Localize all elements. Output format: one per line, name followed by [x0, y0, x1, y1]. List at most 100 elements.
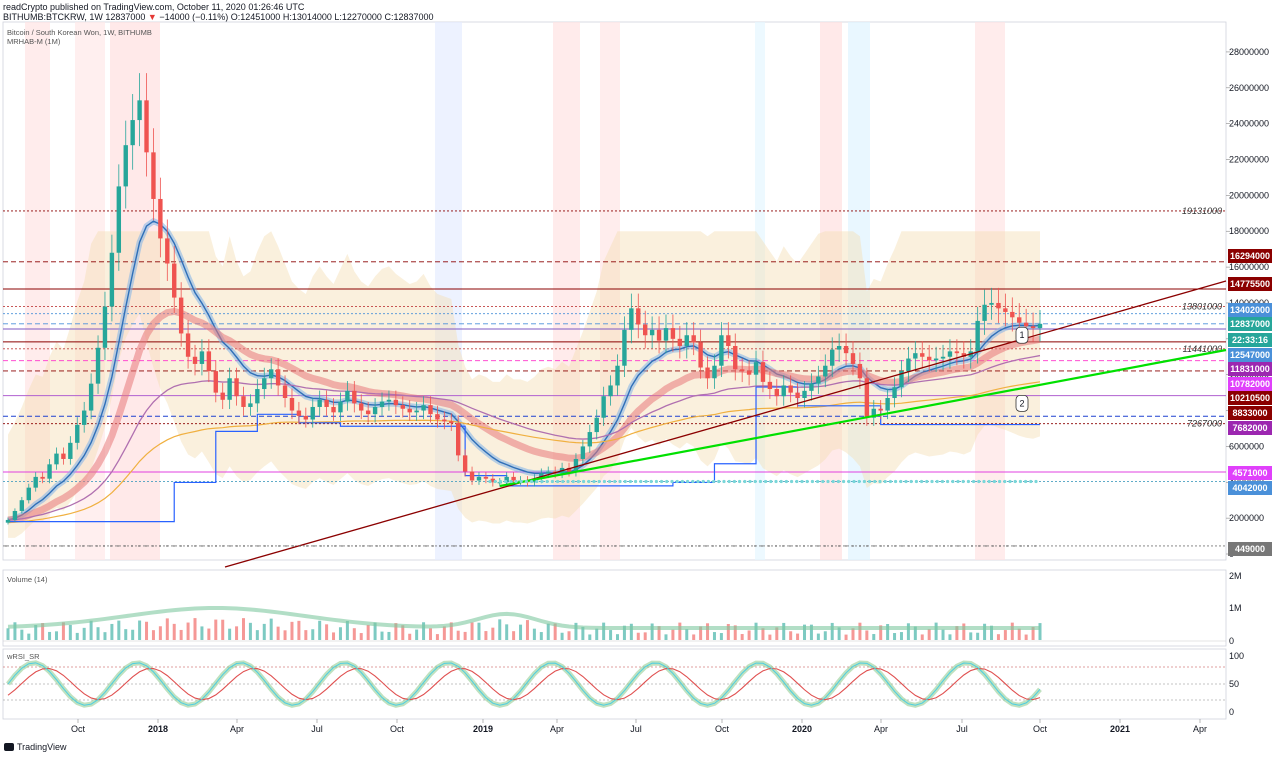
volume-bar: [886, 624, 890, 640]
candle-body: [165, 238, 170, 264]
candle-body: [435, 414, 440, 420]
bottom-dot: [47, 545, 49, 547]
candle-body: [795, 392, 800, 398]
support-dot: [732, 479, 737, 484]
candle-body: [151, 152, 156, 199]
price-badge-label: 7682000: [1232, 423, 1267, 433]
bottom-dot: [12, 545, 14, 547]
x-tick-label: Jul: [956, 724, 968, 734]
volume-bar: [796, 633, 800, 640]
volume-bar: [588, 634, 592, 640]
support-dot: [784, 479, 789, 484]
candle-body: [303, 415, 309, 420]
bottom-dot: [957, 545, 959, 547]
volume-bar: [262, 623, 266, 640]
volume-bar: [442, 626, 446, 640]
volume-bar: [733, 625, 737, 640]
volume-bar: [927, 629, 931, 640]
support-dot: [524, 479, 529, 484]
level-label: 7267000: [1187, 419, 1222, 429]
volume-bar: [789, 631, 793, 640]
level-label: 19131000: [1182, 206, 1222, 216]
price-badge-label: 10210500: [1230, 393, 1270, 403]
candle-body: [878, 408, 883, 411]
volume-bar: [89, 620, 93, 640]
candle-body: [19, 500, 25, 511]
support-dot: [597, 479, 601, 484]
bottom-dot: [740, 545, 742, 547]
candle-body: [81, 410, 87, 425]
price-badge: [1228, 406, 1272, 420]
bottom-dot: [733, 545, 735, 547]
support-dot: [587, 479, 591, 484]
bottom-dot: [789, 545, 791, 547]
volume-bar: [512, 631, 516, 640]
volume-bar: [650, 623, 654, 640]
support-dot: [509, 479, 513, 484]
volume-bar: [685, 629, 689, 640]
volume-bar: [373, 622, 377, 640]
support-dot: [1003, 479, 1007, 484]
support-dot: [795, 479, 799, 484]
bottom-dot: [327, 545, 329, 547]
price-badge-label: 10782000: [1230, 379, 1270, 389]
volume-bar: [228, 628, 232, 640]
volume-bar: [235, 626, 239, 640]
bottom-dot: [341, 545, 343, 547]
bottom-dot: [460, 545, 462, 547]
volume-bar: [68, 624, 72, 640]
volume-bar: [117, 620, 121, 640]
volume-panel-label: Volume (14): [7, 575, 48, 584]
bottom-dot: [103, 545, 105, 547]
bottom-dot: [530, 545, 532, 547]
candle-body: [823, 365, 828, 377]
support-dot: [847, 479, 851, 484]
support-dot: [894, 479, 898, 484]
volume-bar: [470, 622, 474, 640]
candle-body: [5, 519, 11, 523]
bottom-dot: [747, 545, 749, 547]
support-dot: [831, 479, 835, 484]
support-dot: [706, 479, 711, 484]
price-badge: [1228, 481, 1272, 495]
candle-body: [656, 329, 662, 341]
bottom-dot: [222, 545, 224, 547]
support-dot: [644, 479, 648, 484]
support-dot: [769, 479, 773, 484]
y-tick-label: 2000000: [1229, 513, 1264, 523]
close-value: C:12837000: [384, 12, 434, 22]
bottom-dot: [824, 545, 826, 547]
x-tick-label: Oct: [71, 724, 86, 734]
candle-body: [982, 304, 987, 321]
price-badge-label: 8833000: [1232, 408, 1267, 418]
support-dot: [571, 479, 575, 484]
volume-bar: [678, 622, 682, 640]
candle-body: [809, 383, 814, 391]
support-dot: [826, 479, 830, 484]
support-dot: [966, 479, 971, 484]
volume-bar: [602, 622, 606, 640]
candle-body: [996, 302, 1001, 309]
support-dot: [753, 479, 757, 484]
volume-bar: [82, 627, 86, 640]
tradingview-brand[interactable]: TradingView: [4, 742, 67, 752]
volume-bar: [719, 633, 723, 640]
price-badge-label: 12547000: [1230, 350, 1270, 360]
bottom-dot: [432, 545, 434, 547]
bottom-dot: [278, 545, 280, 547]
bottom-dot: [852, 545, 854, 547]
candle-body: [88, 383, 94, 411]
bottom-dot: [5, 545, 7, 547]
support-dot: [535, 479, 539, 484]
bottom-dot: [971, 545, 973, 547]
volume-bar: [498, 619, 502, 640]
bottom-dot: [376, 545, 378, 547]
candle-body: [1023, 322, 1029, 327]
volume-bar: [456, 630, 460, 640]
bottom-dot: [908, 545, 910, 547]
price-badge-label: 13402000: [1230, 305, 1270, 315]
candle-body: [712, 365, 717, 379]
volume-bar: [643, 632, 647, 640]
bottom-dot: [418, 545, 420, 547]
